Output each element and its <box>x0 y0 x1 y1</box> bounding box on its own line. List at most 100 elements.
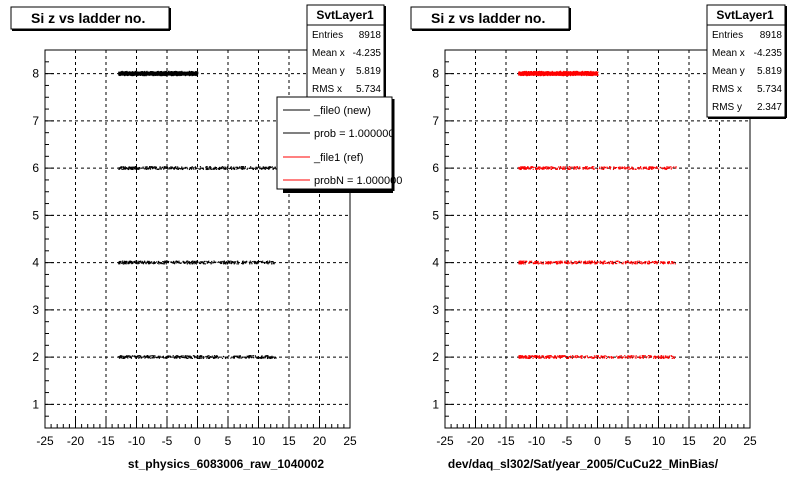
scatter-point <box>520 166 522 168</box>
scatter-point <box>132 168 134 170</box>
scatter-point <box>129 356 131 359</box>
scatter-point <box>123 260 125 262</box>
scatter-point <box>520 263 522 265</box>
scatter-point <box>528 357 530 359</box>
scatter-point <box>593 261 596 263</box>
scatter-point <box>118 262 120 264</box>
scatter-point <box>263 168 265 170</box>
scatter-point <box>656 167 658 169</box>
scatter-point <box>178 356 180 358</box>
scatter-point <box>626 260 629 263</box>
scatter-point <box>150 261 152 263</box>
scatter-point <box>634 168 637 170</box>
scatter-point <box>535 262 537 264</box>
y-tick-label: 5 <box>32 208 39 222</box>
scatter-point <box>586 168 588 170</box>
scatter-point <box>204 263 206 265</box>
scatter-point <box>152 355 154 357</box>
scatter-point <box>260 168 263 170</box>
scatter-point <box>157 262 159 264</box>
scatter-point <box>597 261 599 263</box>
scatter-point <box>634 261 636 263</box>
scatter-point <box>244 166 246 168</box>
scatter-point <box>139 356 142 358</box>
scatter-point <box>130 168 132 170</box>
scatter-point <box>198 168 200 170</box>
scatter-point <box>167 356 169 358</box>
scatter-point <box>615 166 618 169</box>
scatter-point <box>597 355 599 358</box>
scatter-point <box>241 261 244 263</box>
scatter-point <box>581 357 583 359</box>
scatter-point <box>169 356 171 358</box>
scatter-point <box>137 168 139 170</box>
legend-entry-probn: probN = 1.000000 <box>283 175 402 187</box>
left-stats-rmsx-label: RMS x <box>312 84 342 95</box>
scatter-point <box>224 166 226 168</box>
scatter-point <box>245 357 247 359</box>
scatter-point <box>540 357 542 359</box>
scatter-point <box>523 357 525 359</box>
scatter-point <box>124 355 127 358</box>
scatter-point <box>653 167 655 169</box>
scatter-point <box>233 263 235 265</box>
scatter-point <box>565 355 567 358</box>
scatter-point <box>275 357 277 359</box>
scatter-point <box>667 167 669 169</box>
scatter-point <box>257 261 259 263</box>
scatter-point <box>611 356 613 358</box>
scatter-point <box>539 75 541 77</box>
scatter-point <box>664 355 666 357</box>
scatter-point <box>188 168 191 171</box>
scatter-point <box>149 356 151 358</box>
scatter-point <box>567 168 570 170</box>
scatter-point <box>622 261 624 263</box>
scatter-point <box>225 261 228 263</box>
scatter-point <box>596 168 599 170</box>
scatter-point <box>127 263 129 265</box>
right-stats-meany-value: 5.819 <box>757 66 782 77</box>
scatter-point <box>581 71 583 73</box>
scatter-point <box>592 261 594 264</box>
scatter-point <box>577 71 579 73</box>
scatter-point <box>123 261 126 263</box>
scatter-point <box>542 261 544 263</box>
scatter-point <box>627 355 629 357</box>
scatter-point <box>134 260 136 262</box>
scatter-point <box>608 262 610 264</box>
scatter-point <box>575 263 578 265</box>
scatter-point <box>647 168 650 170</box>
scatter-point <box>618 356 620 358</box>
scatter-point <box>255 263 257 265</box>
scatter-point <box>536 356 539 359</box>
scatter-point <box>545 262 548 264</box>
scatter-point <box>580 261 582 264</box>
scatter-point <box>130 166 132 169</box>
scatter-point <box>565 262 568 264</box>
scatter-point <box>272 356 274 358</box>
scatter-point <box>259 168 261 170</box>
scatter-point <box>187 261 189 264</box>
scatter-point <box>546 355 548 357</box>
scatter-point <box>610 166 612 168</box>
scatter-point <box>586 355 588 357</box>
scatter-point <box>660 356 663 358</box>
scatter-point <box>580 355 582 357</box>
scatter-point <box>668 261 670 263</box>
scatter-point <box>654 260 657 262</box>
scatter-point <box>629 355 631 358</box>
right-panel: -25 -20 -15 -10 -5 0 5 10 15 20 25 1 2 3 4 5 6 7 8 Si z v… <box>410 4 787 471</box>
scatter-point <box>262 260 264 262</box>
scatter-point <box>563 355 565 357</box>
scatter-point <box>214 166 216 168</box>
scatter-point <box>574 167 576 169</box>
scatter-point <box>133 261 136 263</box>
scatter-point <box>137 356 139 358</box>
scatter-point <box>145 168 148 170</box>
scatter-point <box>597 355 599 357</box>
scatter-point <box>215 355 217 357</box>
scatter-point <box>569 357 572 359</box>
scatter-point <box>235 166 237 168</box>
scatter-point <box>568 262 571 264</box>
scatter-point <box>639 357 642 359</box>
